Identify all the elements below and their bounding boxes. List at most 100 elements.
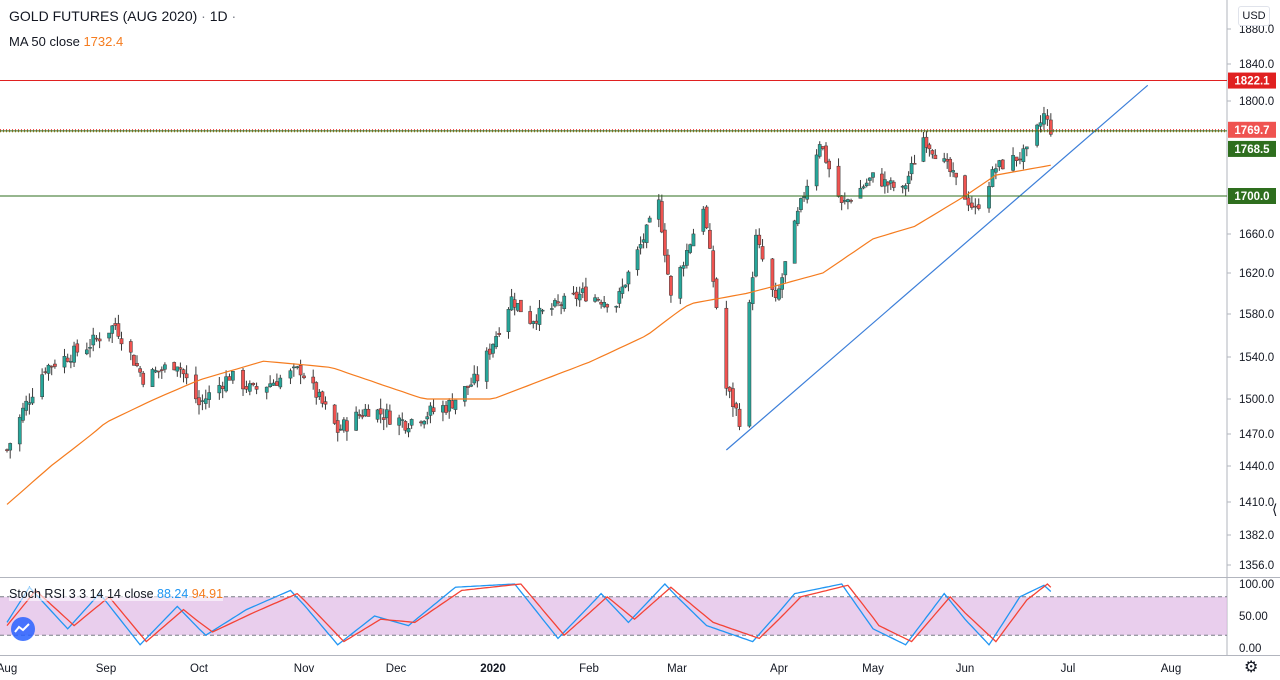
candle-body <box>184 373 189 379</box>
candle-body <box>163 364 167 370</box>
interval-label[interactable]: 1D <box>209 8 228 24</box>
candle-body <box>323 401 328 405</box>
settings-gear-icon[interactable]: ⚙ <box>1244 657 1259 676</box>
candle-body <box>469 384 473 387</box>
candle-body <box>531 321 536 324</box>
candle-body <box>320 391 325 404</box>
price-label: 1822.1 <box>1234 76 1270 88</box>
candle-body <box>24 400 29 411</box>
candle-body <box>203 398 208 404</box>
stoch-d-line <box>6 583 1052 643</box>
candle-body <box>419 421 423 424</box>
candle-body <box>75 343 80 353</box>
candle-body <box>704 206 709 229</box>
header-separator: · <box>201 8 206 24</box>
currency-label[interactable]: USD <box>1238 6 1270 26</box>
candle-body <box>596 298 600 301</box>
candle-body <box>360 415 365 418</box>
candle-body <box>966 197 971 206</box>
candle-body <box>17 417 22 445</box>
price-labels-group: 1822.1 1769.7 1768.5 1700.0 <box>1228 72 1276 204</box>
candle-body <box>400 419 405 421</box>
stoch-d-value: 94.91 <box>191 587 224 601</box>
candle-body <box>760 246 765 260</box>
candle-body <box>553 300 557 307</box>
candle-body <box>332 404 337 424</box>
candle-body <box>302 375 306 379</box>
candle-body <box>685 250 689 266</box>
candle-body <box>40 374 44 398</box>
candle-body <box>948 158 953 173</box>
candle-body <box>207 392 212 400</box>
time-tick-label: Oct <box>190 663 209 675</box>
candle-body <box>197 397 201 406</box>
candle-body <box>342 419 346 431</box>
candle-body <box>871 172 875 178</box>
candle-body <box>488 348 492 355</box>
candle-body <box>891 181 896 188</box>
price-label-bg <box>1228 140 1276 157</box>
horizontal-lines-group <box>0 80 1227 197</box>
candle-body <box>444 405 448 413</box>
price-tick-label: 1660.0 <box>1239 229 1274 241</box>
price-tick-label: 1470.0 <box>1239 429 1274 441</box>
candle-body <box>200 400 205 402</box>
candle-body <box>1021 148 1026 162</box>
candle-body <box>375 409 380 420</box>
stoch-axis[interactable]: 100.00 50.00 0.00 <box>1239 579 1274 655</box>
candle-body <box>254 386 259 390</box>
candle-body <box>663 229 667 256</box>
candle-body <box>641 239 646 243</box>
candle-body <box>708 229 712 249</box>
candle-body <box>997 160 1002 168</box>
chart-header: GOLD FUTURES (AUG 2020) · 1D · <box>9 8 236 24</box>
candle-body <box>599 301 603 305</box>
candle-body <box>46 364 51 374</box>
time-tick-label: Jul <box>1061 663 1076 675</box>
price-label: 1769.7 <box>1234 125 1269 137</box>
candle-body <box>113 323 118 326</box>
time-axis[interactable]: Aug Sep Oct Nov Dec 2020 Feb Mar Apr May Jun Jul Aug <box>0 663 1181 675</box>
time-tick-label: Sep <box>96 663 116 675</box>
candle-body <box>540 309 545 312</box>
stoch-label[interactable]: Stoch RSI 3 3 14 14 close <box>9 587 154 601</box>
candle-body <box>688 244 693 253</box>
candle-body <box>110 325 115 334</box>
trendline[interactable] <box>725 84 1149 451</box>
header-more-dot: · <box>231 8 237 24</box>
candle-body <box>345 420 349 432</box>
cursor-resize-icon: ⟨ <box>1272 502 1278 518</box>
symbol-title[interactable]: GOLD FUTURES (AUG 2020) <box>9 8 198 24</box>
candle-body <box>409 419 414 426</box>
price-axis[interactable]: 1880.0 1840.0 1800.0 1660.0 1620.0 1580.0 1540… <box>1227 24 1274 572</box>
candle-body <box>799 198 803 210</box>
price-label: 1768.5 <box>1234 144 1270 156</box>
candle-body <box>172 362 177 371</box>
candle-body <box>691 233 696 247</box>
candle-body <box>970 202 974 208</box>
candle-body <box>338 428 343 431</box>
candle-body <box>450 400 455 409</box>
candle-body <box>559 304 563 306</box>
price-tick-label: 1800.0 <box>1239 96 1274 108</box>
tradingview-logo-icon[interactable] <box>8 616 38 642</box>
candle-body <box>97 338 102 342</box>
candle-body <box>107 332 111 339</box>
candle-body <box>638 244 643 249</box>
candle-body <box>181 369 186 375</box>
candle-body <box>220 385 225 390</box>
candle-body <box>506 309 511 333</box>
candle-body <box>314 382 319 398</box>
candle-body <box>1011 155 1015 171</box>
candle-body <box>224 376 228 392</box>
candle-body <box>701 208 706 232</box>
candle-body <box>574 291 579 299</box>
candle-body <box>43 371 48 373</box>
ma-label[interactable]: MA 50 close <box>9 34 80 49</box>
candle-body <box>580 288 585 293</box>
candle-body <box>861 186 866 189</box>
time-tick-label: Dec <box>386 663 407 675</box>
candle-body <box>69 360 73 363</box>
candle-body <box>858 187 863 199</box>
